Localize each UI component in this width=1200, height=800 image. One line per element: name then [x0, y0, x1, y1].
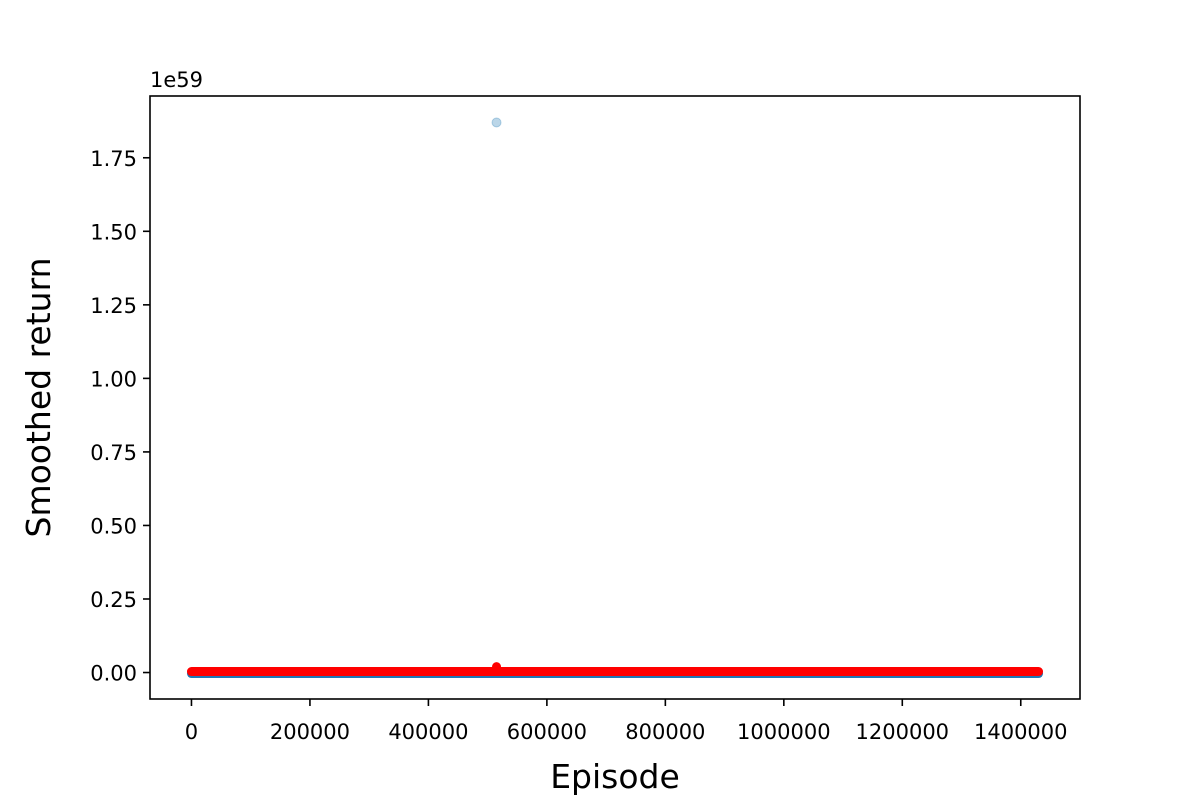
x-tick-label: 1200000 [856, 720, 950, 744]
y-tick-label: 1.75 [90, 147, 137, 171]
axes-frame [149, 95, 1081, 700]
y-tick-label: 0.00 [90, 662, 137, 686]
y-tick-label: 0.25 [90, 588, 137, 612]
x-tick-label: 1000000 [737, 720, 831, 744]
y-offset-label: 1e59 [150, 68, 203, 92]
x-axis-label: Episode [550, 757, 680, 796]
y-tick-label: 0.50 [90, 514, 137, 538]
x-tick-label: 400000 [388, 720, 468, 744]
y-axis-label: Smoothed return [19, 258, 58, 538]
x-tick-label: 1400000 [974, 720, 1068, 744]
y-tick-label: 0.75 [90, 441, 137, 465]
y-axis: 0.00 0.25 0.50 0.75 1.00 1.25 1.50 1.75 [90, 147, 150, 686]
x-tick-label: 600000 [507, 720, 587, 744]
y-tick-label: 1.25 [90, 294, 137, 318]
series-blue-point-0 [491, 117, 502, 128]
x-tick-label: 0 [185, 720, 198, 744]
series-red-point-0 [492, 662, 502, 672]
y-tick-label: 1.50 [90, 220, 137, 244]
y-tick-label: 1.00 [90, 367, 137, 391]
x-tick-label: 800000 [625, 720, 705, 744]
x-axis: 0 200000 400000 600000 800000 1000000 1200000 1… [185, 699, 1068, 744]
x-tick-label: 200000 [270, 720, 350, 744]
plot-content [186, 117, 1044, 679]
